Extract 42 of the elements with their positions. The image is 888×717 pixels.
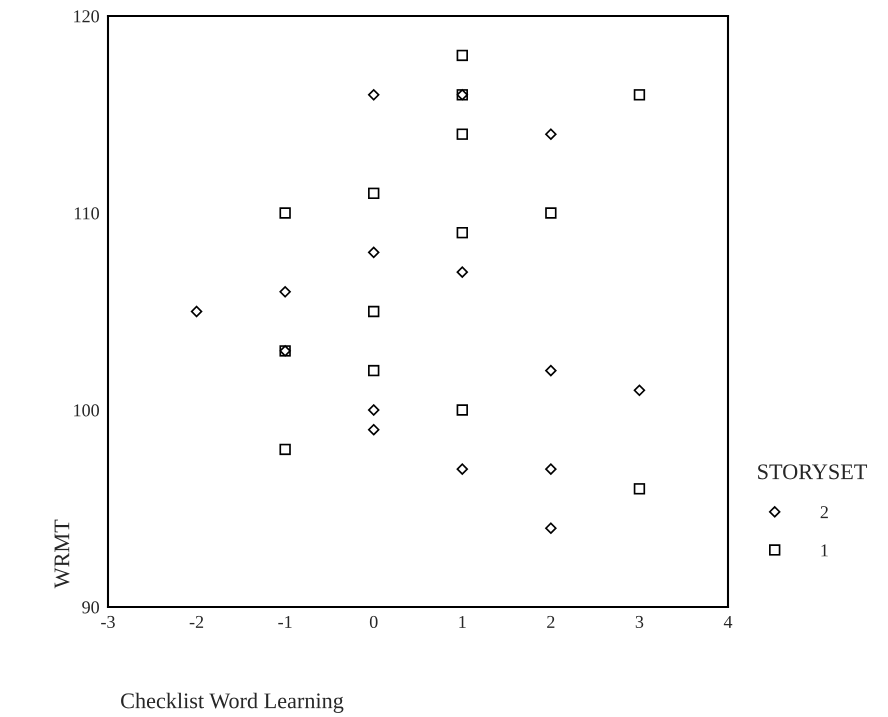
point [545, 364, 557, 376]
point [368, 424, 380, 436]
point [368, 188, 380, 199]
y-tick-label: 90 [82, 601, 99, 614]
point [545, 207, 557, 219]
x-axis-title: Checklist Word Learning [121, 692, 344, 713]
point [279, 207, 291, 219]
y-tick-label: 110 [74, 207, 99, 220]
x-tick-label: 1 [459, 616, 466, 628]
y-tick-label: 100 [74, 404, 99, 416]
x-tick-label: -2 [190, 616, 204, 628]
point [456, 227, 468, 238]
point [456, 128, 468, 140]
x-tick-label: -3 [101, 616, 115, 628]
x-tick-label: 3 [636, 616, 644, 628]
point [456, 404, 468, 416]
point [545, 522, 557, 534]
y-axis-title: WRMT [54, 520, 70, 588]
point [368, 404, 380, 416]
x-tick-label: 4 [724, 616, 732, 628]
point [456, 50, 468, 62]
point [368, 306, 380, 318]
x-tick-label: 0 [370, 616, 378, 628]
point [545, 463, 557, 475]
legend-title: STORYSET [758, 464, 868, 480]
point [190, 306, 202, 318]
y-tick-label: 120 [74, 10, 99, 22]
point [634, 483, 646, 494]
legend-label: 1 [821, 544, 828, 556]
legend-label: 2 [820, 506, 828, 518]
point [634, 384, 646, 396]
point [634, 89, 646, 100]
point [279, 286, 291, 298]
x-tick-label: -1 [278, 616, 292, 628]
point [368, 89, 380, 101]
point [456, 266, 468, 278]
point [368, 246, 380, 258]
point [279, 444, 291, 456]
x-tick-label: 2 [547, 616, 554, 628]
point [545, 128, 557, 140]
point [456, 463, 468, 475]
point [368, 364, 380, 376]
